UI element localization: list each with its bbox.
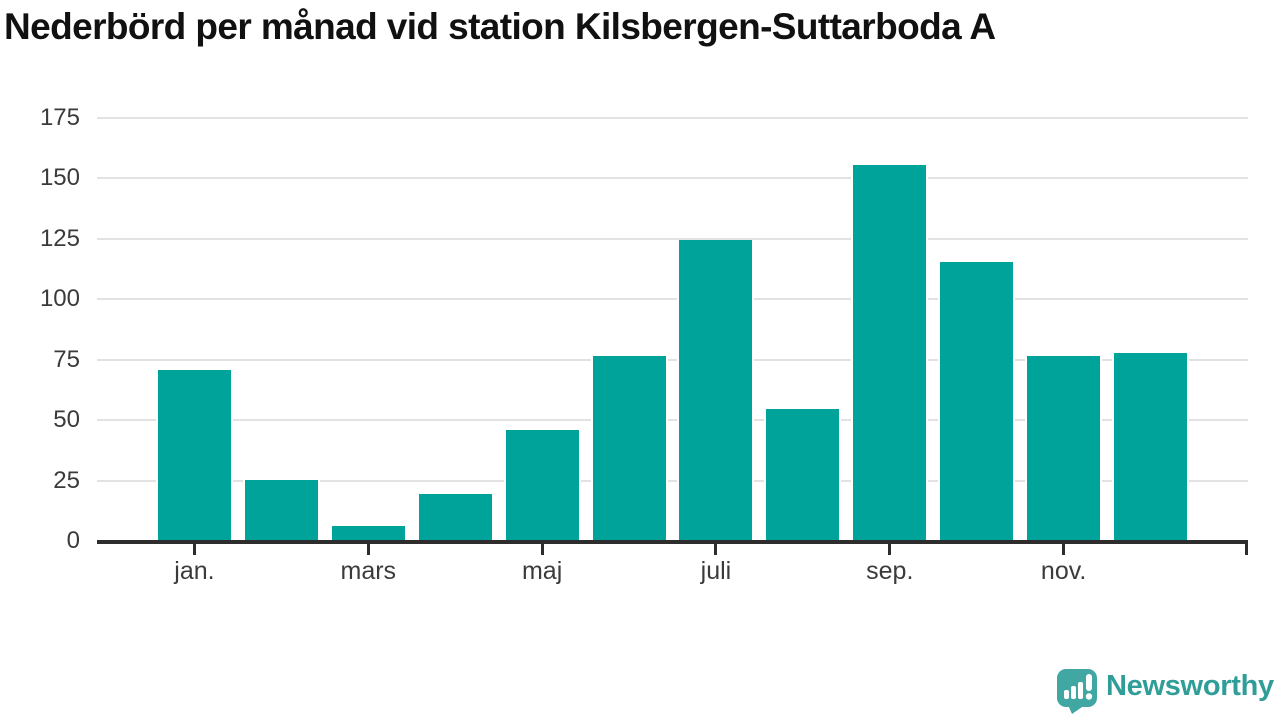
x-axis-line [97, 540, 1248, 544]
x-axis-tick [192, 544, 196, 555]
y-axis-tick-label: 50 [53, 406, 80, 434]
bar [1114, 353, 1188, 542]
bar-slot [151, 117, 238, 542]
x-axis-tick-label: sep. [866, 557, 914, 585]
bar [331, 526, 405, 542]
y-axis-tick-label: 100 [39, 285, 80, 313]
y-axis-labels: 0 25 50 75 100 125 150 175 [0, 104, 80, 554]
y-axis-tick-label: 175 [39, 104, 80, 131]
x-axis-tick [714, 544, 718, 555]
bar [766, 409, 840, 542]
bar-slot [933, 117, 1020, 542]
bar [592, 355, 666, 542]
y-axis-tick-label: 75 [53, 345, 80, 373]
y-axis-tick-label: 0 [66, 527, 80, 554]
x-axis-tick [366, 544, 370, 555]
y-gridline [97, 419, 1248, 422]
y-axis-tick-label: 125 [39, 224, 80, 252]
bar [679, 239, 753, 542]
x-axis-tick-label: mars [340, 557, 397, 585]
x-axis-end-tick [1245, 544, 1248, 555]
newsworthy-wordmark: Newsworthy [1106, 670, 1274, 702]
y-gridline [97, 117, 1248, 119]
bar-slot [325, 117, 412, 542]
bar [418, 493, 492, 542]
bar-slot [586, 117, 673, 542]
y-axis-tick-label: 150 [39, 164, 80, 192]
bar [505, 429, 579, 542]
bar-slot [1107, 117, 1194, 542]
y-gridline [97, 479, 1248, 482]
bar [157, 370, 231, 542]
bar-slot [412, 117, 499, 542]
bar [853, 164, 927, 542]
x-axis-tick-label: nov. [1040, 557, 1087, 585]
newsworthy-speech-bubble-icon [1057, 669, 1097, 714]
bar [940, 261, 1014, 542]
plot-area [97, 117, 1248, 544]
chart-title: Nederbörd per månad vid station Kilsberg… [4, 6, 996, 47]
bar-slot [759, 117, 846, 542]
y-gridline [97, 177, 1248, 180]
x-axis-tick [888, 544, 892, 555]
bar-series [151, 117, 1194, 542]
bar-slot [238, 117, 325, 542]
bar-slot [1020, 117, 1107, 542]
y-gridline [97, 237, 1248, 240]
y-gridline [97, 358, 1248, 361]
x-axis-tick-label: maj [521, 557, 563, 585]
newsworthy-logo: Newsworthy [1056, 668, 1274, 714]
x-axis-tick-label: jan. [174, 557, 215, 585]
x-axis-tick-label: juli [700, 557, 732, 585]
x-axis: jan. mars maj juli sep. nov. [97, 544, 1248, 594]
x-axis-tick [540, 544, 544, 555]
y-axis-tick-label: 25 [53, 466, 80, 494]
bar [1027, 355, 1101, 542]
x-axis-tick [1062, 544, 1066, 555]
bar-slot [673, 117, 760, 542]
bar-slot [846, 117, 933, 542]
y-gridline [97, 298, 1248, 301]
bar-slot [499, 117, 586, 542]
bar [244, 480, 318, 542]
